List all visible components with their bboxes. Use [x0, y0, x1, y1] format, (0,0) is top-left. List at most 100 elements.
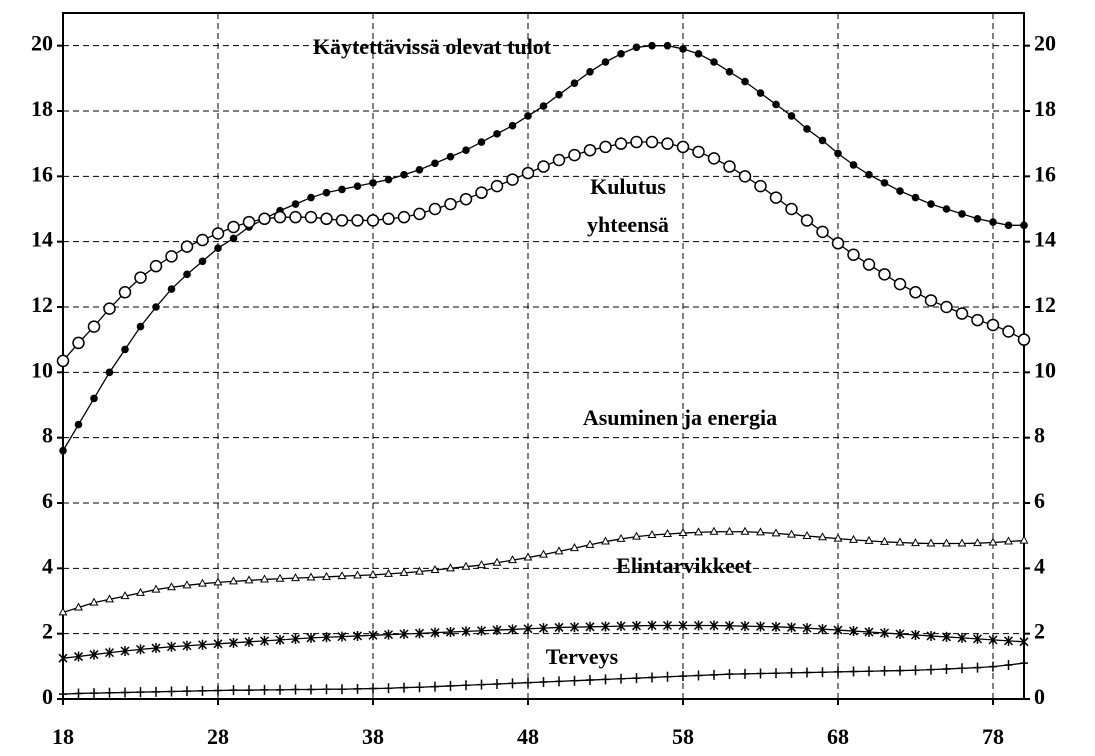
marker [72, 336, 85, 350]
marker [847, 248, 860, 261]
marker [772, 100, 780, 109]
marker [942, 205, 951, 213]
marker [787, 529, 796, 538]
marker [725, 526, 734, 535]
marker [601, 58, 610, 66]
marker [368, 630, 378, 641]
marker [678, 620, 688, 631]
marker [87, 320, 101, 333]
marker [958, 663, 966, 674]
marker [291, 573, 300, 582]
marker [601, 536, 610, 545]
plot-frame [62, 12, 1025, 700]
marker [198, 257, 207, 266]
marker [771, 528, 781, 537]
marker [880, 536, 889, 545]
marker [756, 668, 765, 679]
marker [492, 625, 502, 636]
marker [275, 573, 285, 582]
marker [1004, 221, 1013, 230]
marker [631, 620, 642, 631]
marker [477, 560, 486, 569]
marker [725, 669, 734, 680]
series-label: Kulutus yhteensä [587, 174, 669, 237]
series-label: Käytettävissä olevat tulot [312, 34, 552, 59]
marker [399, 567, 409, 576]
marker [105, 368, 114, 377]
marker [569, 622, 580, 633]
marker [539, 677, 548, 688]
marker [568, 148, 581, 162]
marker [710, 58, 718, 66]
marker [663, 671, 672, 682]
marker [322, 188, 331, 197]
marker [676, 140, 690, 154]
marker [352, 630, 363, 641]
y-tick-label: 10 [31, 357, 53, 382]
marker [988, 634, 998, 645]
marker [213, 638, 223, 649]
marker [880, 179, 889, 187]
marker [973, 215, 982, 223]
marker [477, 138, 486, 146]
marker [756, 527, 765, 536]
marker [134, 271, 147, 284]
marker [58, 653, 68, 664]
marker [524, 112, 532, 120]
series [56, 135, 1031, 368]
marker [492, 557, 502, 566]
marker [524, 677, 532, 688]
y-tick-label: 4 [42, 553, 53, 578]
marker [167, 582, 176, 591]
marker [103, 302, 116, 315]
marker [74, 420, 83, 429]
marker [351, 214, 364, 227]
marker [89, 649, 99, 660]
marker [1019, 535, 1029, 544]
marker [399, 628, 409, 639]
marker [911, 665, 920, 676]
marker [958, 210, 966, 218]
marker [182, 580, 192, 589]
marker [118, 286, 132, 299]
marker [1004, 536, 1013, 545]
marker [1020, 658, 1028, 669]
marker [384, 683, 393, 694]
y-tick-label: 2 [42, 619, 53, 644]
y-tick-label: 14 [31, 227, 53, 252]
marker [865, 666, 873, 677]
marker [476, 625, 487, 636]
marker [741, 77, 749, 86]
marker [245, 685, 253, 696]
marker [738, 170, 752, 183]
marker [802, 623, 812, 634]
marker [694, 527, 703, 536]
marker [662, 620, 673, 631]
marker [166, 641, 177, 652]
marker [307, 684, 315, 695]
marker [59, 689, 67, 700]
marker [136, 322, 145, 331]
marker [291, 200, 300, 208]
series [58, 620, 1029, 664]
marker [957, 538, 967, 547]
marker [180, 240, 194, 253]
marker [710, 669, 718, 680]
marker [723, 160, 736, 173]
marker [645, 135, 659, 149]
marker [490, 179, 504, 193]
marker [366, 214, 380, 227]
y-tick-label: 0 [42, 684, 53, 709]
y-tick-label: 20 [31, 31, 53, 56]
marker [507, 624, 518, 635]
marker [90, 394, 98, 403]
marker [368, 569, 378, 578]
y2-tick-label: 16 [1034, 161, 1056, 186]
marker [196, 233, 209, 247]
marker [955, 307, 969, 320]
marker [537, 160, 550, 173]
marker [741, 668, 749, 679]
marker [227, 220, 240, 234]
marker [414, 628, 425, 639]
